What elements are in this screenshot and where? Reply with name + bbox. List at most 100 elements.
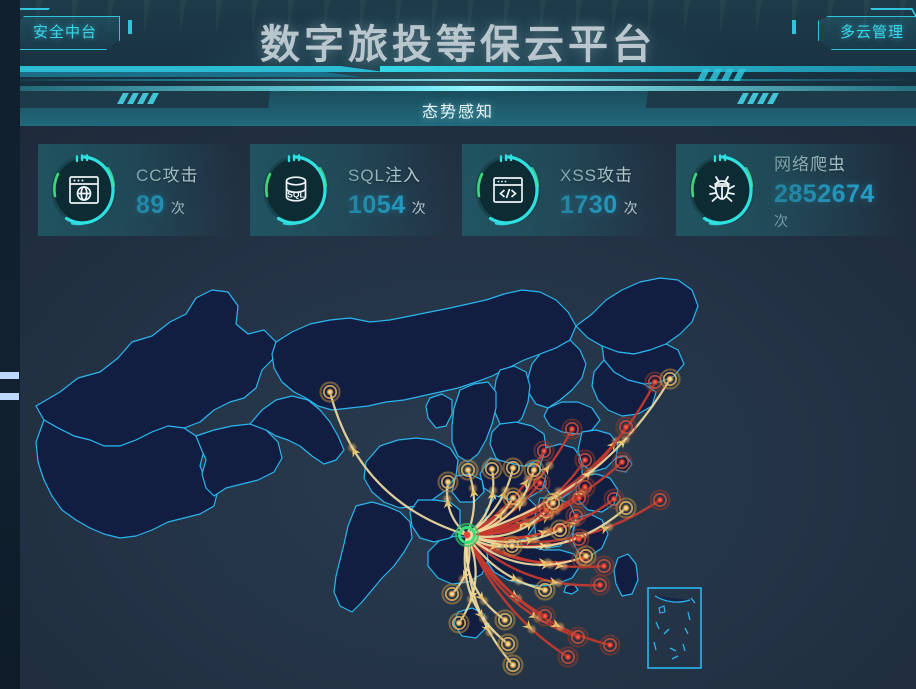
attack-node-halo xyxy=(502,654,524,676)
attack-node-ring xyxy=(602,637,618,653)
attack-node[interactable] xyxy=(610,495,618,503)
attack-node-halo xyxy=(611,451,633,473)
attack-node-halo xyxy=(533,440,555,462)
attack-node-ring xyxy=(444,586,460,602)
attack-node[interactable] xyxy=(549,499,557,507)
china-attack-map[interactable] xyxy=(0,250,916,689)
attack-node[interactable] xyxy=(455,619,463,627)
svg-text:SQL: SQL xyxy=(287,190,304,200)
attack-node[interactable] xyxy=(575,494,583,502)
province-shape xyxy=(35,419,219,539)
attack-node-halo xyxy=(448,612,470,634)
province-shape xyxy=(451,381,497,463)
attack-node[interactable] xyxy=(564,653,572,661)
attack-node[interactable] xyxy=(618,458,626,466)
gutter-indicator-2[interactable] xyxy=(0,393,19,400)
header-bar-right xyxy=(380,66,916,72)
stat-card-bug-icon[interactable]: 网络爬虫 2852674 次 xyxy=(676,138,916,242)
attack-node-halo xyxy=(502,487,524,509)
attack-target-nodes xyxy=(319,368,681,676)
attack-flow-glow xyxy=(526,623,538,635)
attack-node[interactable] xyxy=(596,581,604,589)
attack-node[interactable] xyxy=(556,526,564,534)
stat-progress-ring xyxy=(684,150,760,230)
header-tick-right xyxy=(792,20,796,34)
attack-node-ring xyxy=(526,462,542,478)
attack-node[interactable] xyxy=(568,425,576,433)
attack-node-halo xyxy=(502,457,524,479)
attack-node-halo xyxy=(542,492,564,514)
attack-node-halo xyxy=(501,535,523,557)
attack-node-ring xyxy=(570,629,586,645)
attack-node[interactable] xyxy=(540,447,548,455)
attack-node[interactable] xyxy=(488,465,496,473)
attack-node-ring xyxy=(578,548,594,564)
attack-node-halo xyxy=(589,574,611,596)
attack-node[interactable] xyxy=(574,633,582,641)
attack-node[interactable] xyxy=(656,496,664,504)
attack-node-halo xyxy=(549,519,571,541)
attack-node[interactable] xyxy=(504,640,512,648)
attack-node-halo xyxy=(523,459,545,481)
attack-node[interactable] xyxy=(606,641,614,649)
origin-node-ring xyxy=(458,526,476,544)
attack-node-halo xyxy=(615,416,637,438)
attack-node[interactable] xyxy=(509,661,517,669)
attack-node[interactable] xyxy=(508,542,516,550)
stat-card-code-window-icon[interactable]: XSS攻击 1730 次 xyxy=(462,138,676,242)
attack-node-halo xyxy=(494,609,516,631)
attack-node-ring xyxy=(505,490,521,506)
attack-node-halo xyxy=(561,418,583,440)
stat-progress-ring xyxy=(46,150,122,230)
south-china-sea-inset xyxy=(647,587,702,669)
stat-card-browser-globe-icon[interactable]: CC攻击 89 次 xyxy=(38,138,250,242)
attack-flow-glow xyxy=(497,506,509,518)
attack-node[interactable] xyxy=(464,466,472,474)
gutter-indicator-1[interactable] xyxy=(0,372,19,379)
attack-node[interactable] xyxy=(509,494,517,502)
attack-flow-glow xyxy=(467,482,479,494)
attack-node-halo xyxy=(497,633,519,655)
attack-node-halo xyxy=(535,499,557,521)
attack-node[interactable] xyxy=(582,552,590,560)
map-canvas xyxy=(35,277,702,676)
province-shape xyxy=(489,421,547,467)
code-window-icon xyxy=(490,172,526,208)
attack-node[interactable] xyxy=(509,464,517,472)
attack-node[interactable] xyxy=(581,456,589,464)
province-shape xyxy=(333,501,413,613)
attack-node-halo xyxy=(649,489,671,511)
attack-node[interactable] xyxy=(326,388,334,396)
security-center-button[interactable]: 安全中台 xyxy=(10,16,120,50)
attack-node[interactable] xyxy=(530,466,538,474)
stats-row: CC攻击 89 次 SQL SQL注入 xyxy=(0,138,916,244)
left-gutter xyxy=(0,0,20,689)
attack-node[interactable] xyxy=(448,590,456,598)
multicloud-management-button[interactable]: 多云管理 xyxy=(818,16,916,50)
attack-node[interactable] xyxy=(622,423,630,431)
attack-node-ring xyxy=(545,495,561,511)
attack-node[interactable] xyxy=(541,612,549,620)
attack-node[interactable] xyxy=(541,586,549,594)
attack-node[interactable] xyxy=(651,378,659,386)
attack-node-halo xyxy=(319,381,341,403)
attack-node[interactable] xyxy=(575,535,583,543)
attack-flow-glow xyxy=(552,577,564,589)
attack-node[interactable] xyxy=(572,512,580,520)
attack-node-ring xyxy=(568,508,584,524)
attack-node-halo xyxy=(615,497,637,519)
attack-node[interactable] xyxy=(501,616,509,624)
attack-node[interactable] xyxy=(444,478,452,486)
section-bar-glow xyxy=(0,86,916,91)
stat-card-database-sql-icon[interactable]: SQL SQL注入 1054 次 xyxy=(250,138,462,242)
origin-node-core[interactable] xyxy=(463,531,471,539)
attack-node-ring xyxy=(614,454,630,470)
attack-node-halo xyxy=(437,471,459,493)
header-underline xyxy=(0,79,916,81)
attack-node[interactable] xyxy=(622,504,630,512)
attack-node-ring xyxy=(606,491,622,507)
attack-node-ring xyxy=(440,474,456,490)
attack-node[interactable] xyxy=(536,479,544,487)
attack-node[interactable] xyxy=(666,375,674,383)
attack-node[interactable] xyxy=(600,562,608,570)
